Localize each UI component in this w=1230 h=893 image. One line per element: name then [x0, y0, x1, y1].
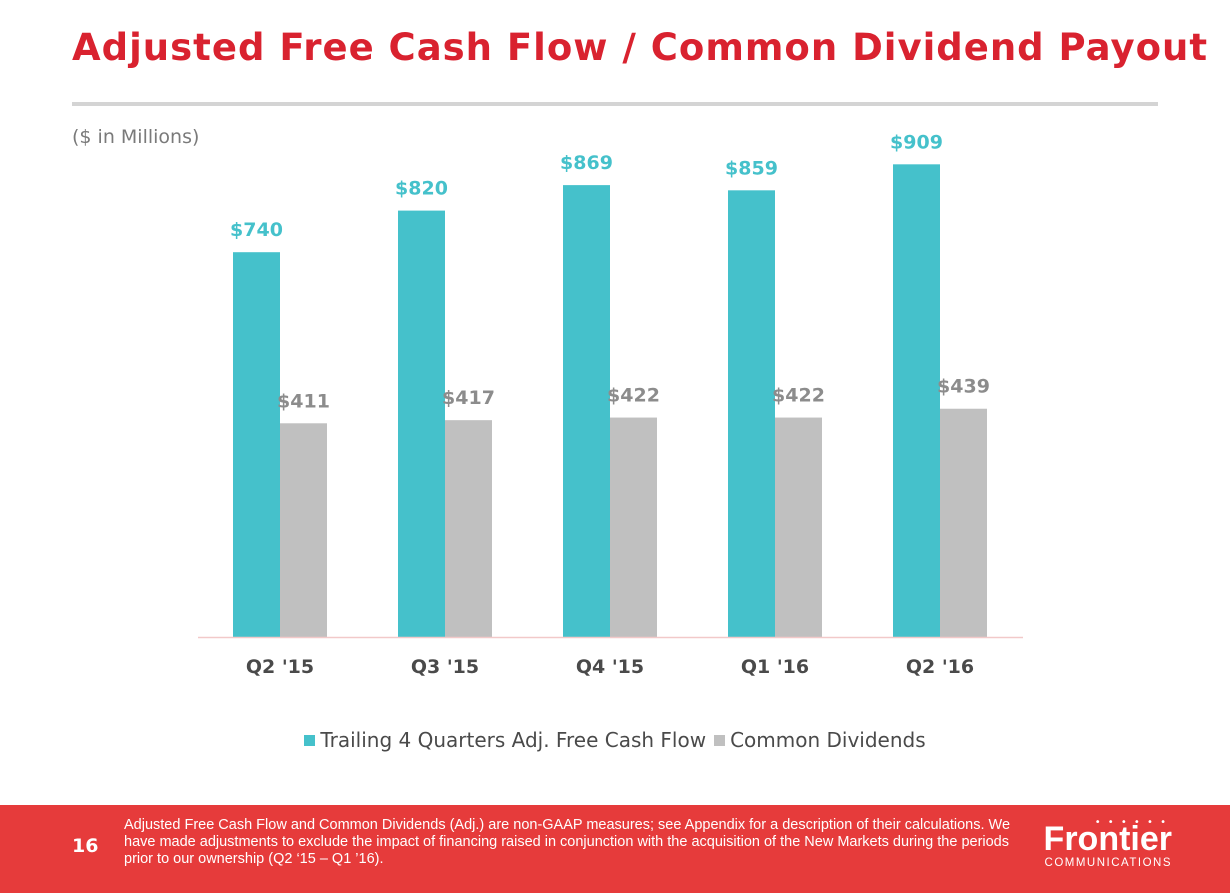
bar-dividends-1: [445, 420, 492, 637]
category-label-2: Q4 '15: [576, 656, 644, 678]
data-label-fcf-2: $869: [560, 152, 613, 174]
category-label-1: Q3 '15: [411, 656, 479, 678]
page-number: 16: [72, 835, 99, 857]
legend-swatch-dividends: [714, 734, 726, 746]
category-label-0: Q2 '15: [246, 656, 314, 678]
data-label-dividends-1: $417: [442, 387, 495, 409]
data-label-dividends-4: $439: [937, 376, 990, 398]
legend-item-dividends: Common Dividends: [714, 728, 926, 752]
bar-fcf-4: [893, 164, 940, 637]
bar-dividends-2: [610, 417, 657, 637]
legend-label-dividends: Common Dividends: [730, 728, 926, 752]
title-divider: [72, 102, 1158, 106]
bar-fcf-1: [398, 210, 445, 637]
bar-fcf-0: [233, 252, 280, 637]
footnote: Adjusted Free Cash Flow and Common Divid…: [124, 817, 1011, 867]
category-label-3: Q1 '16: [741, 656, 809, 678]
bar-chart: $740 $411 Q2 '15 $820 $417 Q3 '15 $869 $422 Q4 '…: [198, 131, 1023, 678]
data-label-fcf-0: $740: [230, 219, 283, 241]
data-label-fcf-3: $859: [725, 157, 778, 179]
logo-dots-icon: • • • • • •: [1094, 817, 1168, 828]
logo-name: Frontier: [1043, 820, 1172, 858]
data-label-fcf-4: $909: [890, 131, 943, 153]
units-label: ($ in Millions): [72, 126, 200, 148]
data-label-dividends-3: $422: [772, 385, 825, 407]
legend-swatch-fcf: [304, 734, 316, 746]
legend-label-fcf: Trailing 4 Quarters Adj. Free Cash Flow: [320, 728, 707, 752]
bar-dividends-3: [775, 417, 822, 637]
frontier-logo: • • • • • • Frontier COMMUNICATIONS: [1043, 817, 1172, 869]
bar-fcf-3: [728, 190, 775, 637]
data-label-dividends-2: $422: [607, 385, 660, 407]
bar-fcf-2: [563, 185, 610, 637]
footer-bar: 16 Adjusted Free Cash Flow and Common Di…: [0, 805, 1230, 893]
slide-title: Adjusted Free Cash Flow / Common Dividen…: [72, 26, 1209, 69]
category-label-4: Q2 '16: [906, 656, 974, 678]
logo-subtitle: COMMUNICATIONS: [1044, 857, 1172, 869]
bar-dividends-0: [280, 423, 327, 637]
bar-dividends-4: [940, 408, 987, 637]
legend-item-fcf: Trailing 4 Quarters Adj. Free Cash Flow: [304, 728, 706, 752]
chart-legend: Trailing 4 Quarters Adj. Free Cash Flow …: [0, 725, 1230, 755]
data-label-fcf-1: $820: [395, 178, 448, 200]
data-label-dividends-0: $411: [277, 390, 330, 412]
